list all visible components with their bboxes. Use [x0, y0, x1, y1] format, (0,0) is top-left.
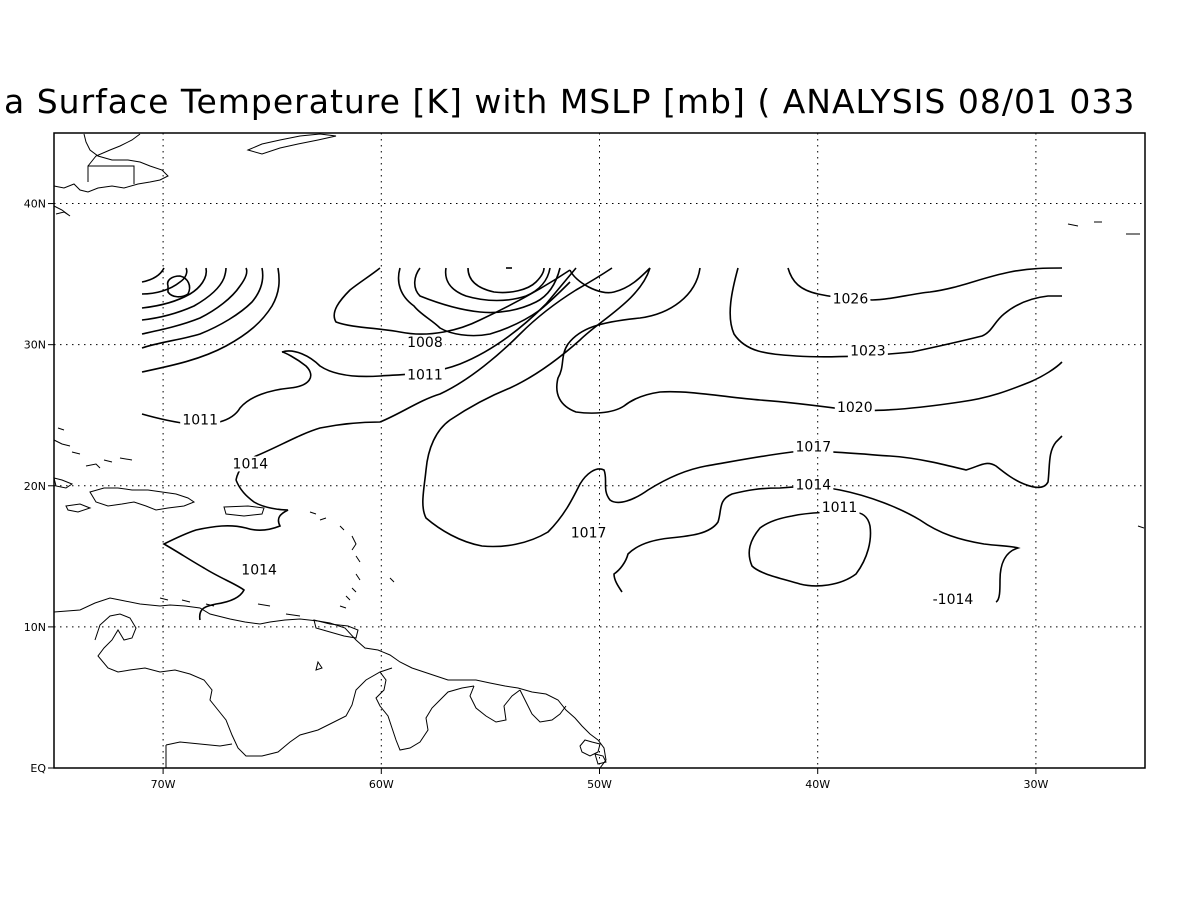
isobar-1014-east: [613, 485, 1021, 603]
contour-label-background: [404, 367, 445, 383]
coastline-nova-scotia: [246, 133, 337, 155]
y-tick-label: EQ: [30, 762, 46, 775]
west-low-ring-3: [141, 267, 227, 321]
contour-label: 1014: [796, 478, 832, 494]
x-tick-label: 40W: [805, 778, 830, 791]
isobar-1017: [333, 267, 1063, 548]
contour-label: 1014: [241, 562, 277, 578]
isobar-1023: [729, 267, 1062, 358]
island-hispaniola: [89, 487, 196, 511]
contour-label-background: [928, 591, 978, 607]
isobar-1011-low: [748, 511, 872, 587]
contour-label-background: [180, 412, 221, 428]
coastline-amazon-mouth: [579, 739, 607, 765]
contour-label: 1017: [571, 526, 607, 542]
border-guyana: [375, 671, 475, 751]
y-tick-label: 20N: [24, 480, 46, 493]
west-low-ring-5: [141, 267, 188, 295]
contour-label: 1011: [182, 413, 218, 429]
isobar-1005: [413, 267, 561, 314]
contour-label: 1020: [837, 400, 873, 416]
coastline-north-america: [53, 133, 169, 217]
contour-labels: 1026 1023 1020 1017 1014 1011 -1014 1008 1011 101…: [180, 291, 978, 608]
islands-azores: [1067, 221, 1145, 529]
islands-bahamas: [53, 427, 133, 469]
gridlines: [54, 133, 1145, 768]
west-low-outer: [141, 267, 280, 373]
isobar-1026: [787, 267, 1063, 301]
contour-label: 1014: [233, 456, 269, 472]
west-low-ring-6: [141, 267, 165, 283]
contour-label-background: [793, 439, 834, 455]
x-tick-label: 50W: [587, 778, 612, 791]
mslp-contours: [141, 267, 1063, 621]
x-tick-label: 30W: [1023, 778, 1048, 791]
island-puerto-rico: [223, 505, 265, 517]
map-frame: [53, 132, 1146, 769]
coastline-maracaibo: [94, 613, 393, 757]
isobar-999: [467, 267, 545, 294]
west-low-ring-1: [141, 267, 264, 349]
map-title-text: a Surface Temperature [K] with MSLP [mb]…: [4, 82, 1136, 121]
contour-label: 1017: [796, 440, 832, 456]
contour-label-background: [239, 562, 280, 578]
contour-label-background: [847, 343, 888, 359]
contour-label: -1014: [933, 592, 974, 608]
y-tick-label: 40N: [24, 198, 46, 211]
contour-label: 1008: [407, 335, 443, 351]
x-tick-label: 60W: [369, 778, 394, 791]
isobar-1002: [444, 267, 551, 302]
contour-label-background: [830, 291, 871, 307]
isobar-1014-north: [235, 267, 613, 481]
islands-trinidad-abc: [159, 597, 359, 671]
y-tick-label: 30N: [24, 339, 46, 352]
axis-ticks: 70W 60W 50W 40W 30W EQ 10N 20N 30N 40N: [24, 198, 1049, 791]
island-cuba-east: [53, 477, 92, 513]
x-tick-label: 70W: [151, 778, 176, 791]
contour-label: 1011: [822, 500, 858, 516]
state-borders-new-england: [87, 133, 141, 184]
contour-label: 1023: [850, 344, 886, 360]
coastlines: [53, 133, 1145, 769]
coastline-south-america: [53, 597, 607, 769]
west-low-core: [166, 275, 191, 298]
contour-label-background: [568, 525, 609, 541]
border-brazil-interior: [165, 741, 233, 768]
contour-label: 1026: [833, 291, 869, 307]
west-low-ring-4: [141, 267, 208, 309]
contour-label-background: [404, 335, 445, 351]
islands-lesser-antilles: [309, 511, 395, 609]
map-title: a Surface Temperature [K] with MSLP [mb]…: [0, 78, 1200, 128]
border-suriname-guiana: [469, 685, 567, 723]
isobar-1011-west: [141, 267, 577, 426]
isobar-1020: [556, 267, 1063, 414]
contour-label: 1011: [407, 368, 443, 384]
isobar-1008: [397, 267, 571, 337]
contour-label-background: [819, 500, 860, 516]
west-low-ring-2: [141, 267, 248, 335]
contour-label-background: [230, 456, 271, 472]
isobar-1014-west: [162, 479, 289, 621]
contour-label-background: [793, 477, 834, 493]
y-tick-label: 10N: [24, 621, 46, 634]
contour-label-background: [834, 399, 875, 415]
